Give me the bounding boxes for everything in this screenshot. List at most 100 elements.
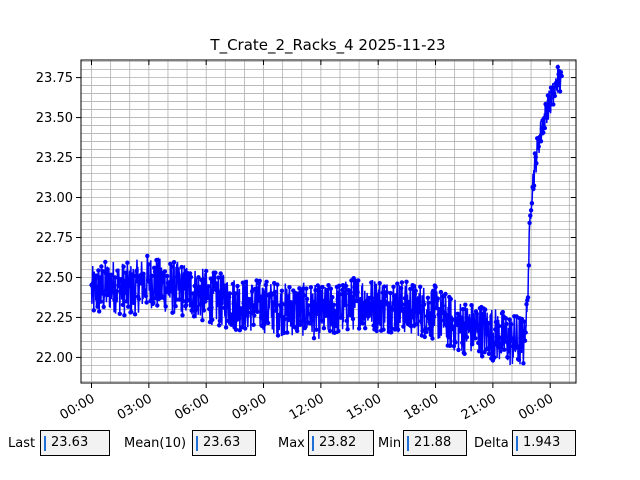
data-point — [392, 294, 397, 299]
data-point — [518, 335, 523, 341]
data-point — [422, 334, 427, 340]
data-point — [498, 348, 503, 354]
data-point — [201, 308, 207, 313]
data-point — [363, 326, 368, 331]
stat-delta-value[interactable]: 1.943 — [512, 430, 576, 456]
y-tick-label: 22.75 — [36, 231, 73, 246]
data-point — [96, 268, 101, 273]
data-point — [275, 282, 280, 287]
data-point — [140, 277, 145, 283]
data-point — [283, 302, 288, 308]
data-point — [303, 324, 308, 329]
data-point — [262, 322, 267, 327]
data-point — [204, 268, 209, 274]
data-point — [356, 326, 362, 331]
data-point — [242, 285, 247, 291]
data-point — [163, 304, 168, 309]
data-point — [339, 314, 344, 319]
data-point — [275, 333, 281, 338]
data-point — [335, 297, 340, 302]
data-point — [499, 342, 504, 347]
data-point — [97, 275, 103, 280]
data-point — [239, 306, 244, 311]
data-point — [113, 275, 118, 280]
data-point — [192, 283, 197, 289]
x-tick-label: 03:00 — [115, 391, 155, 420]
data-point — [438, 289, 444, 295]
data-point — [480, 321, 486, 326]
data-point — [343, 302, 348, 308]
data-point — [424, 329, 429, 335]
data-point — [398, 308, 403, 314]
data-point — [236, 316, 242, 321]
stat-max-label: Max — [278, 436, 305, 451]
data-point — [213, 270, 218, 275]
y-tick-label: 23.00 — [36, 191, 73, 206]
data-point — [337, 283, 342, 288]
x-tick-label: 12:00 — [287, 391, 327, 420]
stat-max-value[interactable]: 23.82 — [308, 430, 374, 456]
data-point — [528, 213, 533, 218]
data-point — [132, 312, 138, 317]
data-point — [509, 336, 515, 341]
data-point — [450, 324, 456, 329]
data-point — [149, 273, 155, 278]
data-point — [522, 319, 527, 324]
data-point — [123, 270, 129, 275]
data-point — [391, 284, 396, 289]
data-point — [478, 343, 483, 348]
data-point — [101, 304, 106, 310]
data-point — [320, 284, 325, 290]
data-point — [215, 288, 220, 293]
data-point — [134, 268, 139, 273]
stat-mean-value[interactable]: 23.63 — [192, 430, 256, 456]
data-point — [95, 304, 100, 309]
data-point — [547, 107, 552, 113]
data-point — [381, 327, 386, 332]
data-point — [279, 288, 285, 293]
data-point — [505, 355, 510, 360]
data-point — [493, 319, 499, 325]
data-point — [230, 321, 235, 327]
stat-min-value[interactable]: 21.88 — [403, 430, 467, 456]
data-point — [493, 327, 498, 332]
data-point — [425, 295, 431, 300]
data-point — [191, 291, 196, 296]
data-point — [106, 282, 111, 287]
data-point — [169, 264, 174, 269]
data-point — [119, 277, 124, 282]
data-point — [532, 151, 538, 156]
data-point — [459, 315, 464, 320]
data-point — [217, 323, 222, 328]
data-point — [173, 304, 178, 309]
data-point — [191, 314, 197, 319]
data-point — [496, 345, 501, 350]
data-point — [525, 295, 531, 300]
data-point — [288, 300, 294, 305]
data-point — [333, 323, 339, 329]
data-point — [421, 302, 427, 307]
data-point — [376, 320, 382, 325]
data-point — [317, 301, 323, 306]
data-point — [415, 310, 420, 315]
data-point — [536, 144, 541, 149]
data-point — [257, 278, 262, 283]
data-point — [558, 70, 564, 75]
data-point — [447, 343, 453, 348]
data-point — [327, 328, 333, 334]
data-point — [344, 318, 349, 323]
data-point — [295, 328, 300, 334]
data-point — [503, 316, 509, 321]
data-point — [330, 320, 336, 326]
data-point — [404, 279, 409, 284]
data-point — [126, 278, 132, 283]
data-point — [200, 277, 206, 282]
data-point — [444, 323, 450, 329]
data-point — [98, 299, 103, 304]
stat-last-value[interactable]: 23.63 — [40, 430, 110, 456]
data-point — [252, 313, 257, 318]
data-point — [208, 276, 213, 281]
data-point — [132, 290, 137, 296]
data-point — [161, 272, 166, 278]
data-point — [542, 125, 547, 131]
